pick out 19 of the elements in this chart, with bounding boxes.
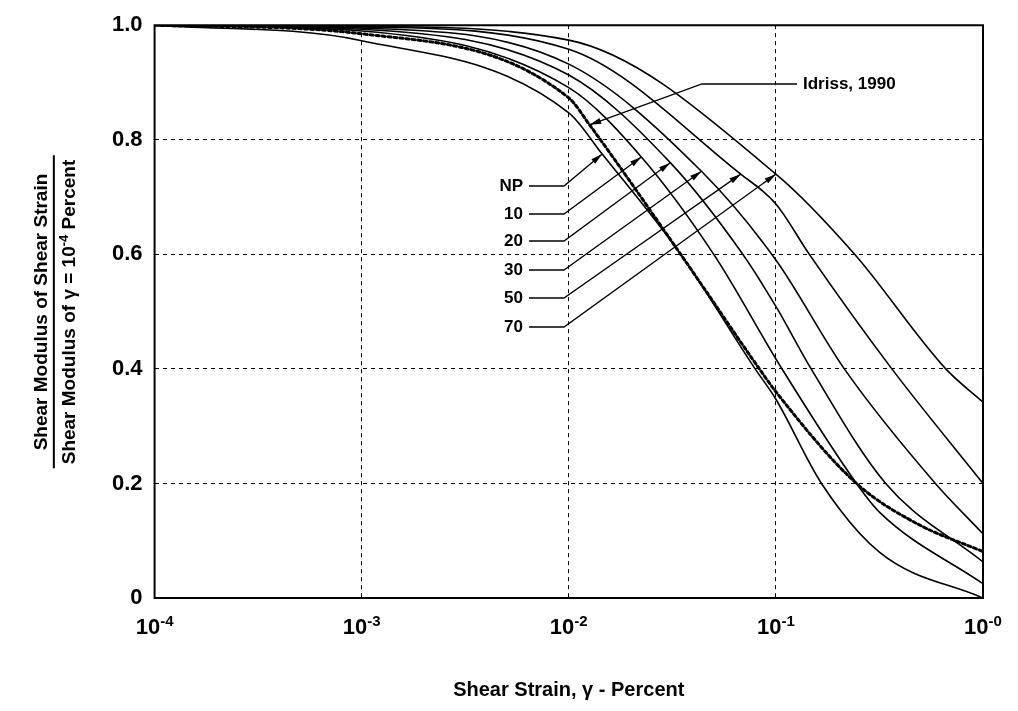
x-tick-label: 10$^{-0}$ [964, 612, 1002, 641]
x-axis-title: Shear Strain, γ - Percent [453, 678, 685, 701]
annotation: NP [499, 175, 523, 195]
annotation: 70 [504, 316, 523, 336]
annotation: Idriss, 1990 [803, 73, 896, 93]
annotation: 10 [504, 203, 523, 223]
annotation: 30 [504, 259, 523, 279]
x-tick-label: 10$^{-2}$ [549, 612, 588, 641]
x-tick-label: 10$^{-4}$ [135, 612, 174, 641]
y-tick-label: 0.4 [111, 354, 144, 380]
x-tick-label: 10$^{-1}$ [756, 612, 795, 641]
y-tick-label: 0 [130, 584, 143, 610]
y-tick-label: 0.6 [111, 240, 143, 266]
annotation: 20 [504, 230, 523, 250]
y-tick-label: 0.2 [111, 469, 143, 495]
annotation: 50 [504, 287, 523, 307]
y-tick-label: 0.8 [111, 125, 143, 151]
y-tick-label: 1.0 [111, 11, 143, 37]
x-tick-label: 10$^{-3}$ [342, 612, 381, 641]
